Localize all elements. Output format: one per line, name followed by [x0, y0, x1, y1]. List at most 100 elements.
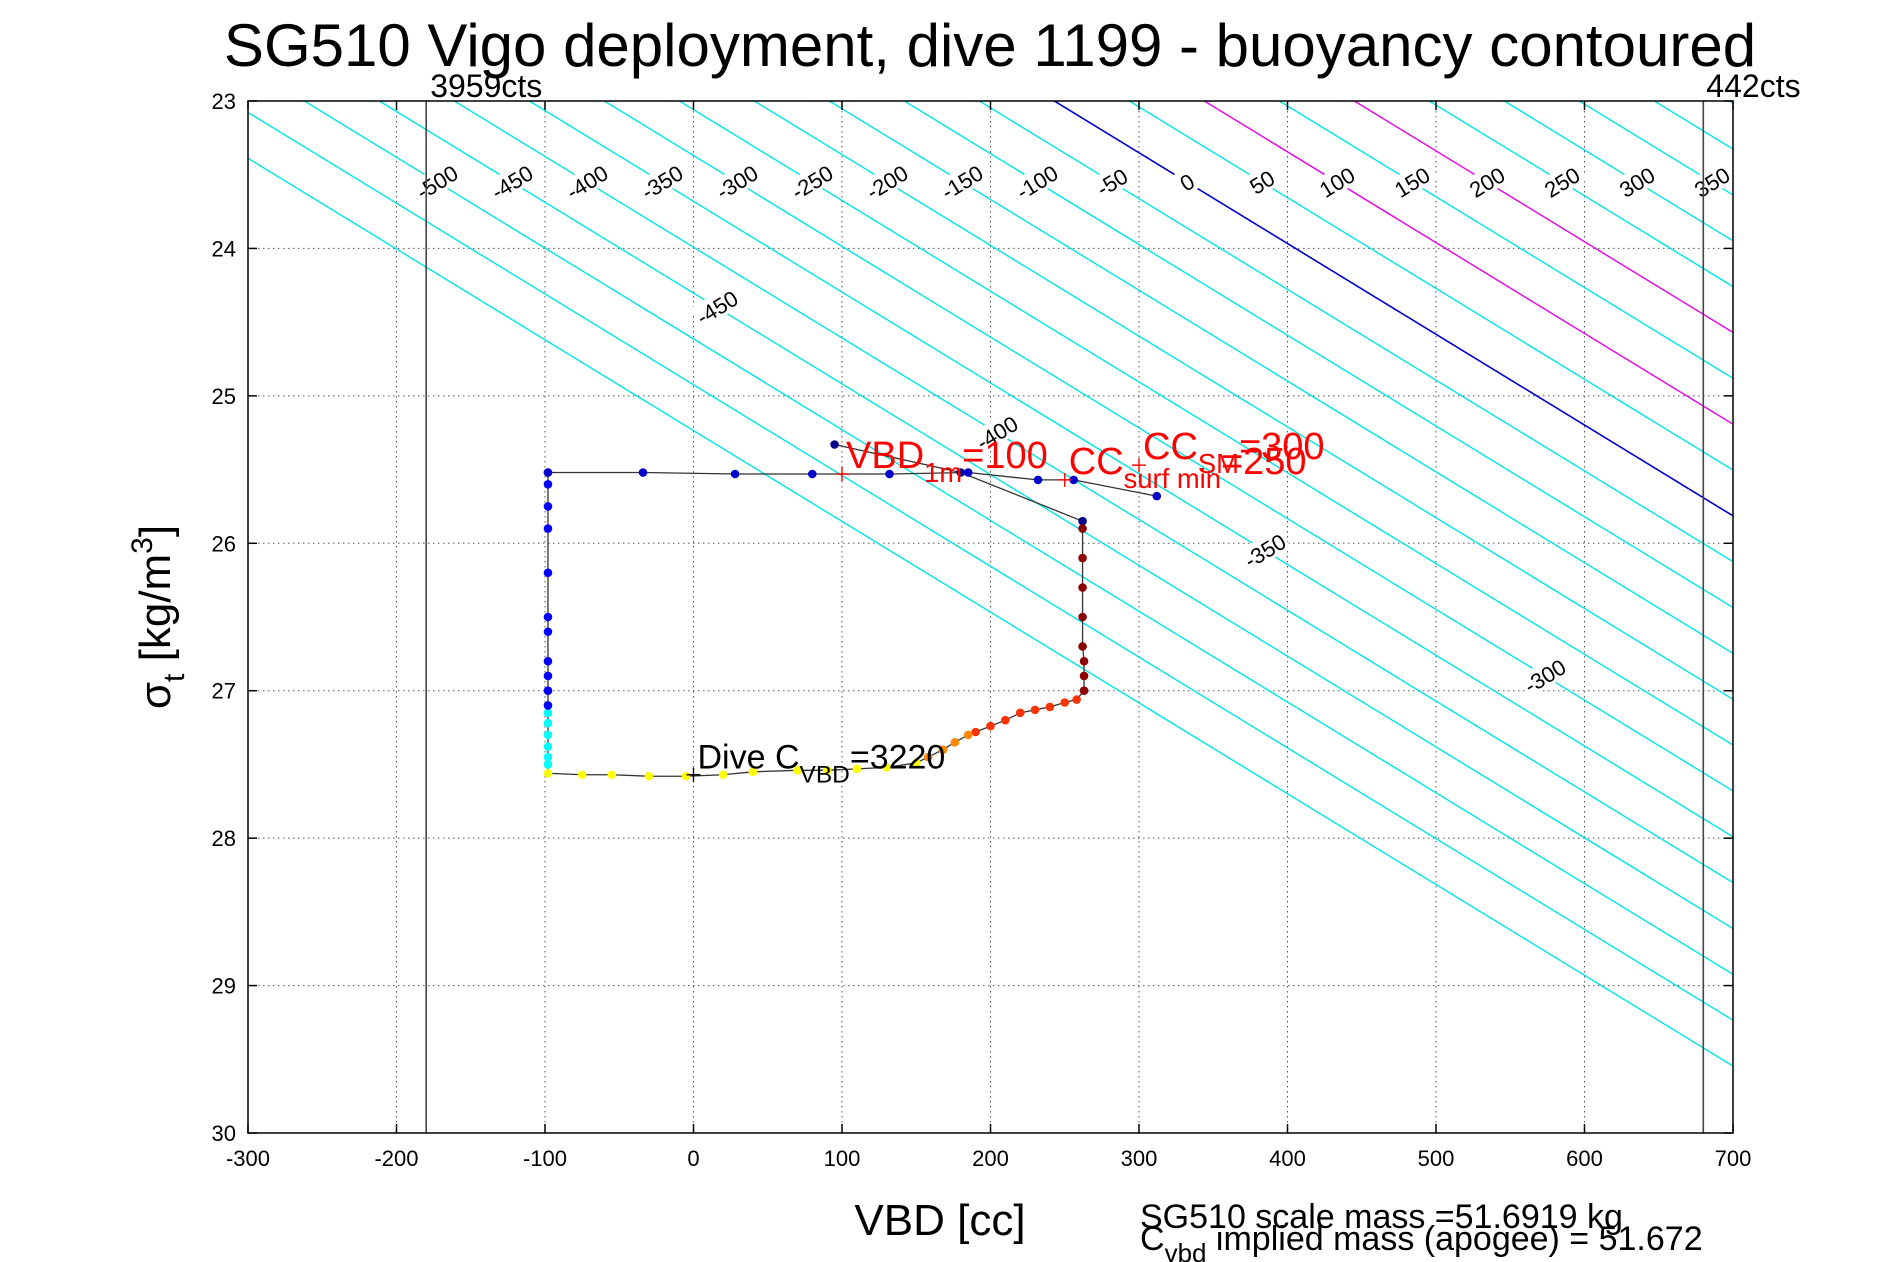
track-point	[1079, 656, 1089, 666]
x-axis-label: VBD [cc]	[854, 1196, 1025, 1245]
contour-line-cyan	[1713, 0, 1891, 1262]
track-point	[971, 727, 980, 737]
track-point	[543, 568, 553, 578]
annotation-tail: =3220	[850, 739, 946, 777]
track-point	[986, 721, 995, 731]
track-point	[1152, 491, 1162, 501]
annotation-label: Dive CVBD=3220	[698, 739, 946, 789]
annotation-tail: =100	[962, 435, 1048, 477]
track-point	[543, 708, 553, 718]
contour-label-bg	[1237, 527, 1292, 573]
annotation-sub: surf min	[1124, 463, 1221, 494]
track-point	[1001, 715, 1010, 725]
contour-label: 0	[1159, 158, 1214, 204]
x-tick-label: 700	[1715, 1146, 1752, 1171]
annotation-main: CC	[1143, 426, 1198, 468]
count-lines: 3959cts 442cts	[425, 68, 1801, 1133]
contour-label-bg	[409, 158, 464, 204]
contour-label-bg	[634, 158, 689, 204]
track-point	[543, 502, 553, 511]
contour-label-bg	[689, 283, 744, 330]
x-tick-label: 100	[824, 1146, 861, 1171]
track-point	[882, 763, 891, 772]
x-tick-label: 400	[1269, 1146, 1306, 1171]
track-point	[543, 627, 553, 637]
track-point	[950, 738, 960, 747]
contour-label-bg	[859, 158, 914, 204]
y-axis-label-sup: 3	[126, 537, 159, 554]
contour-label-bg	[1517, 652, 1572, 698]
track-point	[1078, 553, 1087, 563]
x-tick-label: -100	[523, 1146, 567, 1171]
track-point	[543, 760, 553, 769]
annotation-label: CCsurf min=250	[1069, 441, 1307, 494]
implied-mass-text: Cvbd implied mass (apogee) = 51.672	[1140, 1220, 1703, 1262]
y-tick-label: 26	[212, 531, 236, 556]
contour-label-bg	[1234, 158, 1289, 204]
track-point	[956, 468, 966, 477]
track-point	[577, 770, 587, 780]
annotation-main: CC	[1069, 441, 1124, 483]
contour-label-bg	[1159, 158, 1214, 204]
track-point	[681, 771, 691, 781]
track-point	[543, 468, 553, 477]
contour-label-bg	[1384, 158, 1439, 204]
track-point	[638, 468, 648, 477]
track-point	[543, 656, 553, 666]
track-point	[1033, 475, 1043, 485]
x-tick-label: 600	[1566, 1146, 1603, 1171]
y-tick-label: 23	[212, 89, 236, 114]
track-point	[793, 766, 802, 775]
y-axis-label-main: σ	[131, 682, 180, 709]
contour-label-bg	[784, 158, 839, 204]
chart-title: SG510 Vigo deployment, dive 1199 - buoya…	[224, 12, 1756, 79]
track-point	[852, 764, 862, 774]
track-point	[1072, 695, 1081, 704]
contour-label-bg	[1009, 158, 1064, 204]
annotation-main: VBD	[846, 435, 924, 477]
axis-ticks: -300 -200 -100 0 100 200 300 400 500 600 700232425…	[212, 89, 1752, 1171]
annotation-tail: =250	[1221, 441, 1307, 483]
count-line-label: 442cts	[1706, 68, 1800, 104]
y-tick-label: 29	[212, 974, 236, 999]
track-point	[543, 730, 553, 740]
track-point	[748, 767, 758, 777]
annotation-sub: 1m	[924, 457, 962, 488]
contour-label-bg	[1684, 158, 1739, 204]
x-tick-label: 500	[1418, 1146, 1455, 1171]
track-point	[730, 469, 740, 479]
contour-label-bg	[1459, 158, 1514, 204]
contour-label-bg	[1309, 158, 1364, 204]
track-point	[644, 771, 654, 781]
implied-mass-tail: implied mass (apogee) = 51.672	[1206, 1220, 1702, 1258]
track-point	[1030, 705, 1040, 715]
implied-mass-main: C	[1140, 1220, 1165, 1258]
y-axis-label-close: ]	[131, 525, 180, 537]
track-point	[1078, 642, 1087, 651]
dive-track	[543, 440, 1162, 781]
y-axis-label: σt [kg/m3]	[126, 525, 191, 709]
track-point	[885, 469, 894, 479]
track-point	[923, 752, 933, 762]
scale-mass-text: SG510 scale mass =51.6919 kg	[1140, 1198, 1623, 1236]
contour-label-bg	[559, 158, 614, 204]
track-point	[543, 701, 553, 710]
y-axis-label-sub: t	[158, 673, 191, 682]
contour-line-cyan	[1788, 0, 1891, 1262]
count-line-label: 3959cts	[430, 68, 542, 104]
implied-mass-sub: vbd	[1165, 1238, 1207, 1262]
track-point	[1015, 708, 1025, 718]
track-point	[543, 480, 553, 489]
contour-label-bg	[969, 409, 1024, 455]
track-point	[1069, 475, 1078, 485]
x-tick-label: 300	[1121, 1146, 1158, 1171]
track-point	[1060, 698, 1070, 707]
track-point	[1045, 702, 1055, 712]
track-point	[1078, 516, 1087, 526]
annotation-sub: VBD	[800, 762, 850, 789]
annotation-tail: =300	[1239, 426, 1325, 468]
track-point	[938, 745, 948, 754]
